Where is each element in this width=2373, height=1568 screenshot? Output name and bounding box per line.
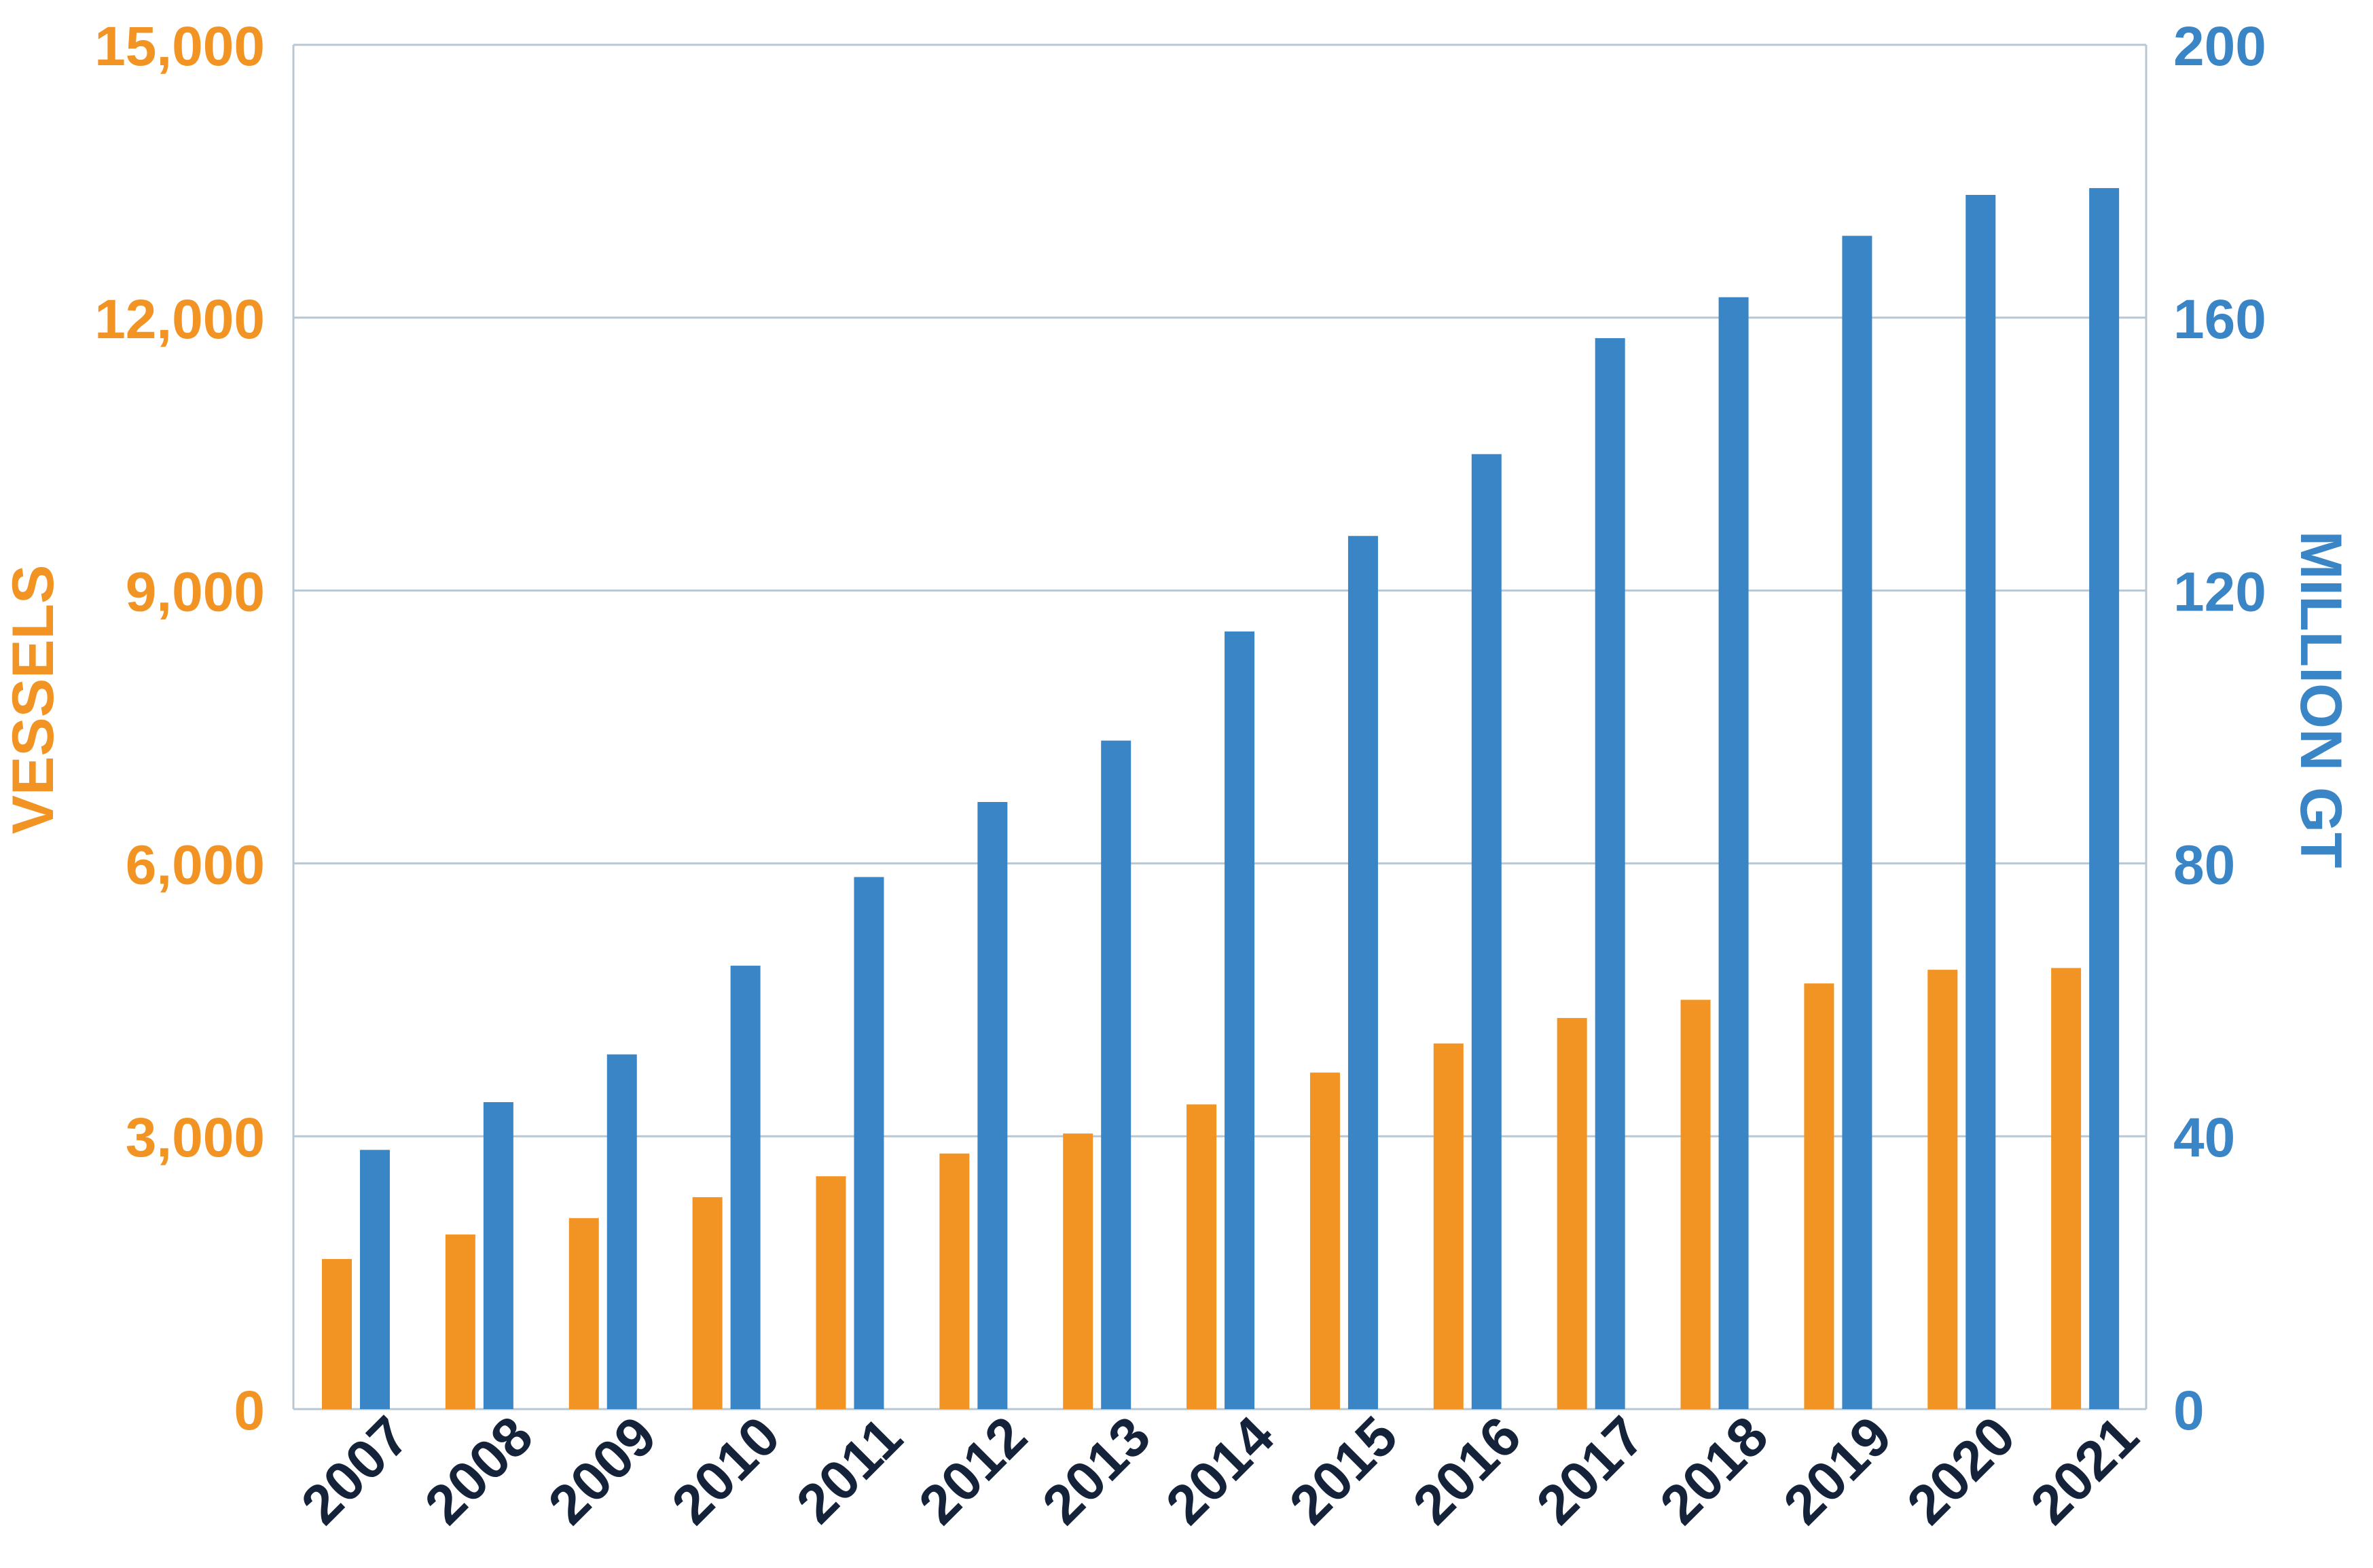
- left-axis-ticks: 0 3,000 6,000 9,000 12,000 15,000: [94, 16, 265, 1442]
- x-tick-label: 2012: [907, 1405, 1038, 1536]
- bar-vessels-2017: [1557, 1018, 1587, 1409]
- bar-gt-2007: [360, 1150, 390, 1409]
- x-tick-label: 2007: [290, 1405, 421, 1536]
- bar-gt-2008: [483, 1101, 513, 1409]
- bar-vessels-2019: [1804, 983, 1834, 1409]
- right-tick-label: 160: [2173, 289, 2266, 350]
- left-tick-label: 12,000: [94, 289, 265, 350]
- right-tick-label: 200: [2173, 16, 2266, 77]
- bars: [322, 187, 2120, 1410]
- bar-gt-2014: [1225, 631, 1255, 1409]
- bar-gt-2010: [730, 966, 761, 1409]
- gridlines: [293, 43, 2146, 1410]
- x-tick-label: 2017: [1525, 1405, 1656, 1536]
- right-axis-title: MILLION GT: [2288, 531, 2353, 869]
- left-tick-label: 9,000: [126, 562, 265, 623]
- right-axis-ticks: 0 40 80 120 160 200: [2173, 16, 2266, 1442]
- left-tick-label: 6,000: [126, 834, 265, 896]
- bar-gt-2012: [977, 801, 1008, 1409]
- x-tick-label: 2008: [414, 1405, 545, 1536]
- left-axis-title: VESSELS: [1, 565, 66, 835]
- bar-vessels-2014: [1186, 1104, 1217, 1409]
- right-tick-label: 0: [2173, 1380, 2205, 1442]
- right-tick-label: 120: [2173, 562, 2266, 623]
- plot-frame: [292, 45, 2148, 1409]
- left-tick-label: 0: [234, 1380, 265, 1442]
- x-tick-label: 2011: [785, 1406, 914, 1535]
- bar-gt-2017: [1595, 338, 1625, 1409]
- bar-gt-2015: [1347, 536, 1378, 1409]
- x-tick-label: 2015: [1278, 1405, 1409, 1536]
- right-tick-label: 40: [2173, 1107, 2235, 1169]
- x-tick-label: 2009: [537, 1405, 668, 1536]
- bar-vessels-2020: [1927, 970, 1958, 1409]
- bar-vessels-2009: [568, 1218, 599, 1409]
- bar-vessels-2007: [322, 1259, 352, 1409]
- bar-gt-2013: [1101, 740, 1131, 1409]
- bar-vessels-2015: [1309, 1072, 1340, 1409]
- x-tick-label: 2018: [1648, 1405, 1779, 1536]
- bar-gt-2011: [854, 877, 884, 1409]
- x-tick-label: 2019: [1772, 1405, 1903, 1536]
- bar-vessels-2011: [816, 1176, 846, 1409]
- x-tick-label: 2010: [660, 1405, 791, 1536]
- bar-vessels-2008: [445, 1234, 475, 1409]
- bar-gt-2016: [1471, 454, 1502, 1410]
- bar-vessels-2012: [939, 1153, 970, 1409]
- x-tick-label: 2021: [2019, 1405, 2150, 1536]
- x-axis-ticks: 2007200820092010201120122013201420152016…: [290, 1405, 2150, 1537]
- left-tick-label: 15,000: [94, 16, 265, 77]
- bar-gt-2009: [606, 1054, 637, 1409]
- bar-gt-2019: [1842, 236, 1872, 1409]
- x-tick-label: 2016: [1402, 1405, 1533, 1536]
- bar-vessels-2018: [1680, 1000, 1711, 1409]
- bar-vessels-2021: [2051, 968, 2082, 1409]
- x-tick-label: 2014: [1155, 1405, 1286, 1537]
- bar-gt-2021: [2089, 187, 2120, 1409]
- bar-gt-2020: [1966, 194, 1996, 1409]
- bar-gt-2018: [1718, 297, 1749, 1409]
- right-tick-label: 80: [2173, 834, 2235, 896]
- bar-vessels-2010: [692, 1197, 723, 1409]
- bar-vessels-2016: [1433, 1043, 1464, 1409]
- x-tick-label: 2013: [1031, 1405, 1162, 1536]
- bar-vessels-2013: [1063, 1133, 1093, 1409]
- x-tick-label: 2020: [1896, 1405, 2027, 1536]
- left-tick-label: 3,000: [126, 1107, 265, 1169]
